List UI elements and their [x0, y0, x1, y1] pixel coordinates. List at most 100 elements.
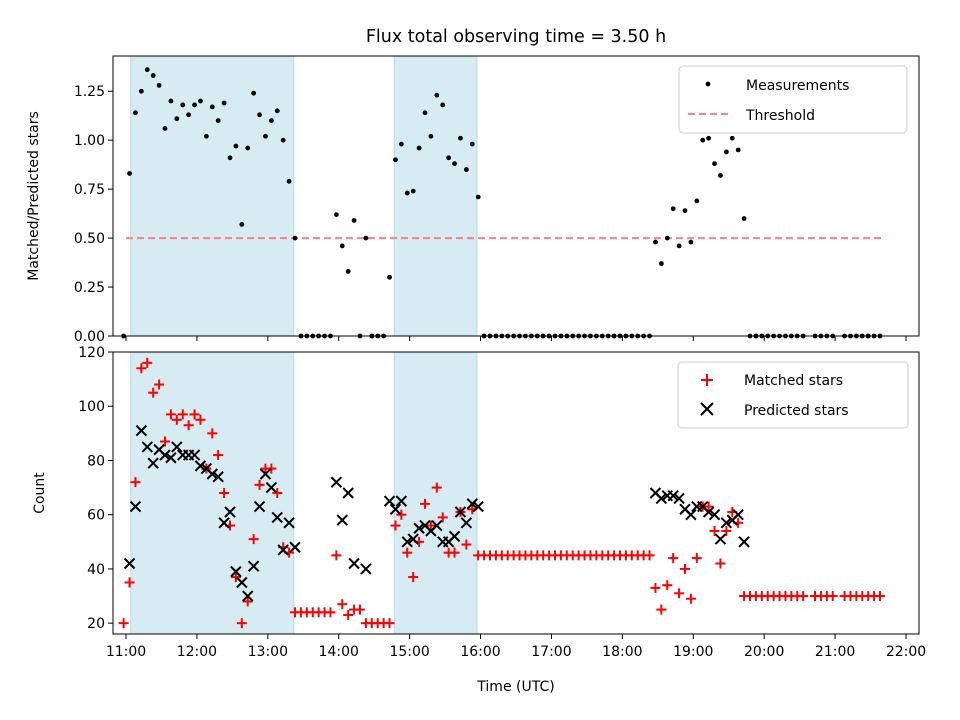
measurement-point — [434, 92, 440, 98]
matched-point — [248, 534, 259, 545]
predicted-point — [242, 590, 254, 602]
count-frame — [112, 351, 920, 635]
predicted-point — [141, 441, 153, 453]
predicted-point — [230, 565, 242, 578]
measurement-point — [706, 135, 712, 141]
measurement-point — [670, 206, 676, 212]
measurement-point — [463, 167, 469, 172]
measurement-point — [127, 171, 132, 176]
measurement-point — [215, 118, 221, 124]
measurement-point — [227, 155, 233, 161]
y-tick-label: 60 — [87, 508, 105, 524]
matched-point — [189, 409, 200, 420]
measurement-point — [387, 274, 392, 280]
matched-point — [355, 604, 365, 615]
measurement-point — [363, 235, 369, 241]
matched-point — [325, 607, 336, 618]
measurement-point — [292, 235, 298, 241]
matched-point — [236, 618, 247, 629]
measurement-point — [404, 190, 410, 196]
count-panel: 20 40 60 80 100 120 11:00 12:00 13:00 14:00 15:00 1… — [32, 345, 926, 695]
predicted-point — [247, 560, 260, 572]
predicted-point — [667, 490, 679, 502]
matched-point — [674, 588, 685, 599]
matched-point — [165, 409, 176, 420]
count-legend-box — [677, 361, 909, 429]
matched-point — [425, 520, 436, 531]
y-tick-label: 20 — [87, 616, 105, 632]
matched-point — [272, 488, 283, 498]
predicted-point — [283, 517, 295, 529]
measurement-point — [416, 145, 422, 151]
measurement-point — [469, 141, 475, 147]
predicted-point — [738, 536, 750, 548]
measurement-point — [700, 137, 706, 143]
predicted-point — [277, 544, 289, 556]
measurement-point — [203, 133, 209, 139]
matched-point — [721, 525, 732, 536]
measurement-point — [712, 161, 717, 167]
measurement-point — [263, 133, 268, 139]
measurement-point — [664, 235, 670, 241]
predicted-point — [123, 557, 136, 570]
matched-point — [798, 591, 809, 602]
predicted-point — [714, 533, 727, 545]
predicted-point — [259, 468, 272, 480]
predicted-point — [135, 424, 148, 437]
matched-point — [420, 498, 430, 509]
measurement-point — [239, 221, 245, 227]
measurement-point — [251, 90, 257, 96]
measurement-point — [133, 110, 138, 116]
matched-point — [177, 409, 188, 420]
predicted-point — [732, 508, 744, 521]
matched-point — [331, 550, 342, 561]
y-tick-label: 1.25 — [74, 84, 105, 100]
measurement-point — [333, 212, 339, 218]
predicted-point — [265, 481, 278, 494]
shaded-span — [393, 55, 478, 337]
measurement-point — [458, 135, 463, 141]
matched-point — [195, 414, 206, 425]
measurement-point — [150, 73, 156, 78]
matched-point — [680, 563, 690, 574]
ratio-legend: Measurements Threshold — [678, 65, 908, 134]
measurement-point — [144, 67, 150, 73]
measurement-point — [682, 208, 688, 214]
legend-matched-marker — [701, 374, 713, 386]
count-ylabel: Count — [32, 472, 48, 514]
measurement-point — [221, 100, 227, 106]
matched-point — [254, 479, 265, 490]
matched-point — [827, 591, 838, 602]
predicted-point — [360, 563, 372, 575]
matched-point — [148, 387, 159, 398]
measurement-point — [345, 268, 351, 274]
matched-point — [142, 357, 153, 368]
measurement-point — [209, 104, 215, 110]
x-tick-label: 20:00 — [744, 644, 784, 660]
measurement-point — [398, 141, 404, 147]
matched-point — [656, 604, 667, 615]
predicted-point — [431, 519, 443, 532]
predicted-point — [348, 557, 360, 570]
measurement-point — [274, 108, 280, 114]
matched-point — [396, 509, 407, 520]
x-tick-label: 16:00 — [460, 644, 500, 660]
x-tick-label: 15:00 — [389, 644, 429, 660]
matched-point — [207, 428, 218, 439]
x-axis-label: Time (UTC) — [476, 679, 554, 695]
ratio-shaded-spans — [130, 55, 478, 337]
count-points — [118, 357, 885, 629]
predicted-point — [655, 492, 668, 505]
predicted-point — [395, 495, 408, 507]
matched-point — [650, 582, 661, 593]
matched-point — [402, 547, 413, 558]
shaded-span — [130, 351, 295, 635]
count-shaded-spans — [130, 351, 478, 635]
matched-point — [437, 512, 448, 523]
legend-measurements-label: Measurements — [746, 78, 849, 94]
matched-point — [160, 436, 170, 447]
measurement-point — [257, 112, 262, 118]
count-legend: Matched stars Predicted stars — [677, 361, 909, 429]
measurement-point — [192, 102, 197, 108]
